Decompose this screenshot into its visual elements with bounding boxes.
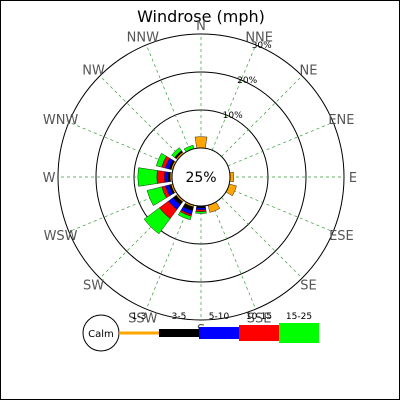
bar-sw-15-25 — [143, 207, 171, 235]
legend-calm-label: Calm — [88, 329, 114, 340]
ring-label-10: 10% — [223, 111, 243, 121]
spoke-wnw — [68, 121, 175, 167]
legend-label-15-25: 15-25 — [286, 312, 312, 322]
spoke-ne — [221, 75, 303, 157]
legend-swatch-3-5 — [159, 329, 199, 337]
grid-ring-20 — [95, 71, 307, 283]
direction-label-sw: SW — [83, 278, 104, 293]
legend-label-5-10: 5-10 — [209, 312, 230, 322]
bar-nw-15-25 — [171, 147, 182, 158]
spoke-ene — [227, 121, 334, 167]
direction-label-n: N — [196, 19, 206, 34]
direction-label-e: E — [349, 171, 357, 186]
labels-layer: NNNENEENEEESESESSESSSWSWWSWWWNWNWNNW10%2… — [43, 19, 358, 338]
direction-label-se: SE — [300, 278, 316, 293]
bar-w-5-10 — [164, 171, 169, 183]
spoke-nne — [211, 44, 257, 151]
bar-w-15-25 — [137, 167, 158, 187]
legend-swatch-10-15 — [239, 325, 279, 341]
direction-label-ene: ENE — [328, 113, 354, 128]
calm-circle — [171, 147, 231, 207]
direction-label-w: W — [43, 171, 56, 186]
legend-swatch-5-10 — [199, 327, 239, 339]
spoke-nnw — [145, 44, 191, 151]
spoke-nw — [99, 75, 181, 157]
bar-s-15-25 — [195, 211, 207, 214]
legend-label-1-3: 1-3 — [132, 312, 147, 322]
legend-swatch-15-25 — [279, 323, 319, 343]
spoke-se — [221, 197, 303, 279]
ring-label-30: 30% — [252, 41, 272, 51]
direction-label-sse: SSE — [247, 311, 272, 326]
bar-ssw-15-25 — [177, 211, 192, 221]
direction-label-ssw: SSW — [128, 311, 158, 326]
direction-label-nnw: NNW — [127, 31, 159, 46]
grid-ring-30 — [57, 33, 345, 321]
direction-label-nw: NW — [82, 64, 105, 79]
chart-title: Windrose (mph) — [137, 7, 265, 26]
legend: Calm 1-3 3-5 5-10 10-15 15-25 — [82, 312, 319, 352]
direction-label-wnw: WNW — [43, 113, 79, 128]
bar-n-1-3 — [194, 136, 208, 149]
bar-wsw-15-25 — [146, 186, 167, 206]
bar-w-10-15 — [156, 170, 166, 184]
direction-label-wsw: WSW — [44, 229, 78, 244]
bars-layer — [137, 136, 237, 235]
ring-label-20: 20% — [237, 76, 257, 86]
spoke-sse — [211, 203, 257, 310]
spoke-ssw — [145, 203, 191, 310]
legend-label-3-5: 3-5 — [172, 312, 187, 322]
direction-label-ese: ESE — [329, 229, 354, 244]
bar-wnw-15-25 — [156, 152, 167, 168]
center-percent-label: 25% — [185, 170, 216, 186]
legend-label-10-15: 10-15 — [246, 312, 272, 322]
direction-label-nne: NNE — [245, 31, 273, 46]
spoke-ese — [227, 187, 334, 233]
direction-label-ne: NE — [300, 64, 318, 79]
